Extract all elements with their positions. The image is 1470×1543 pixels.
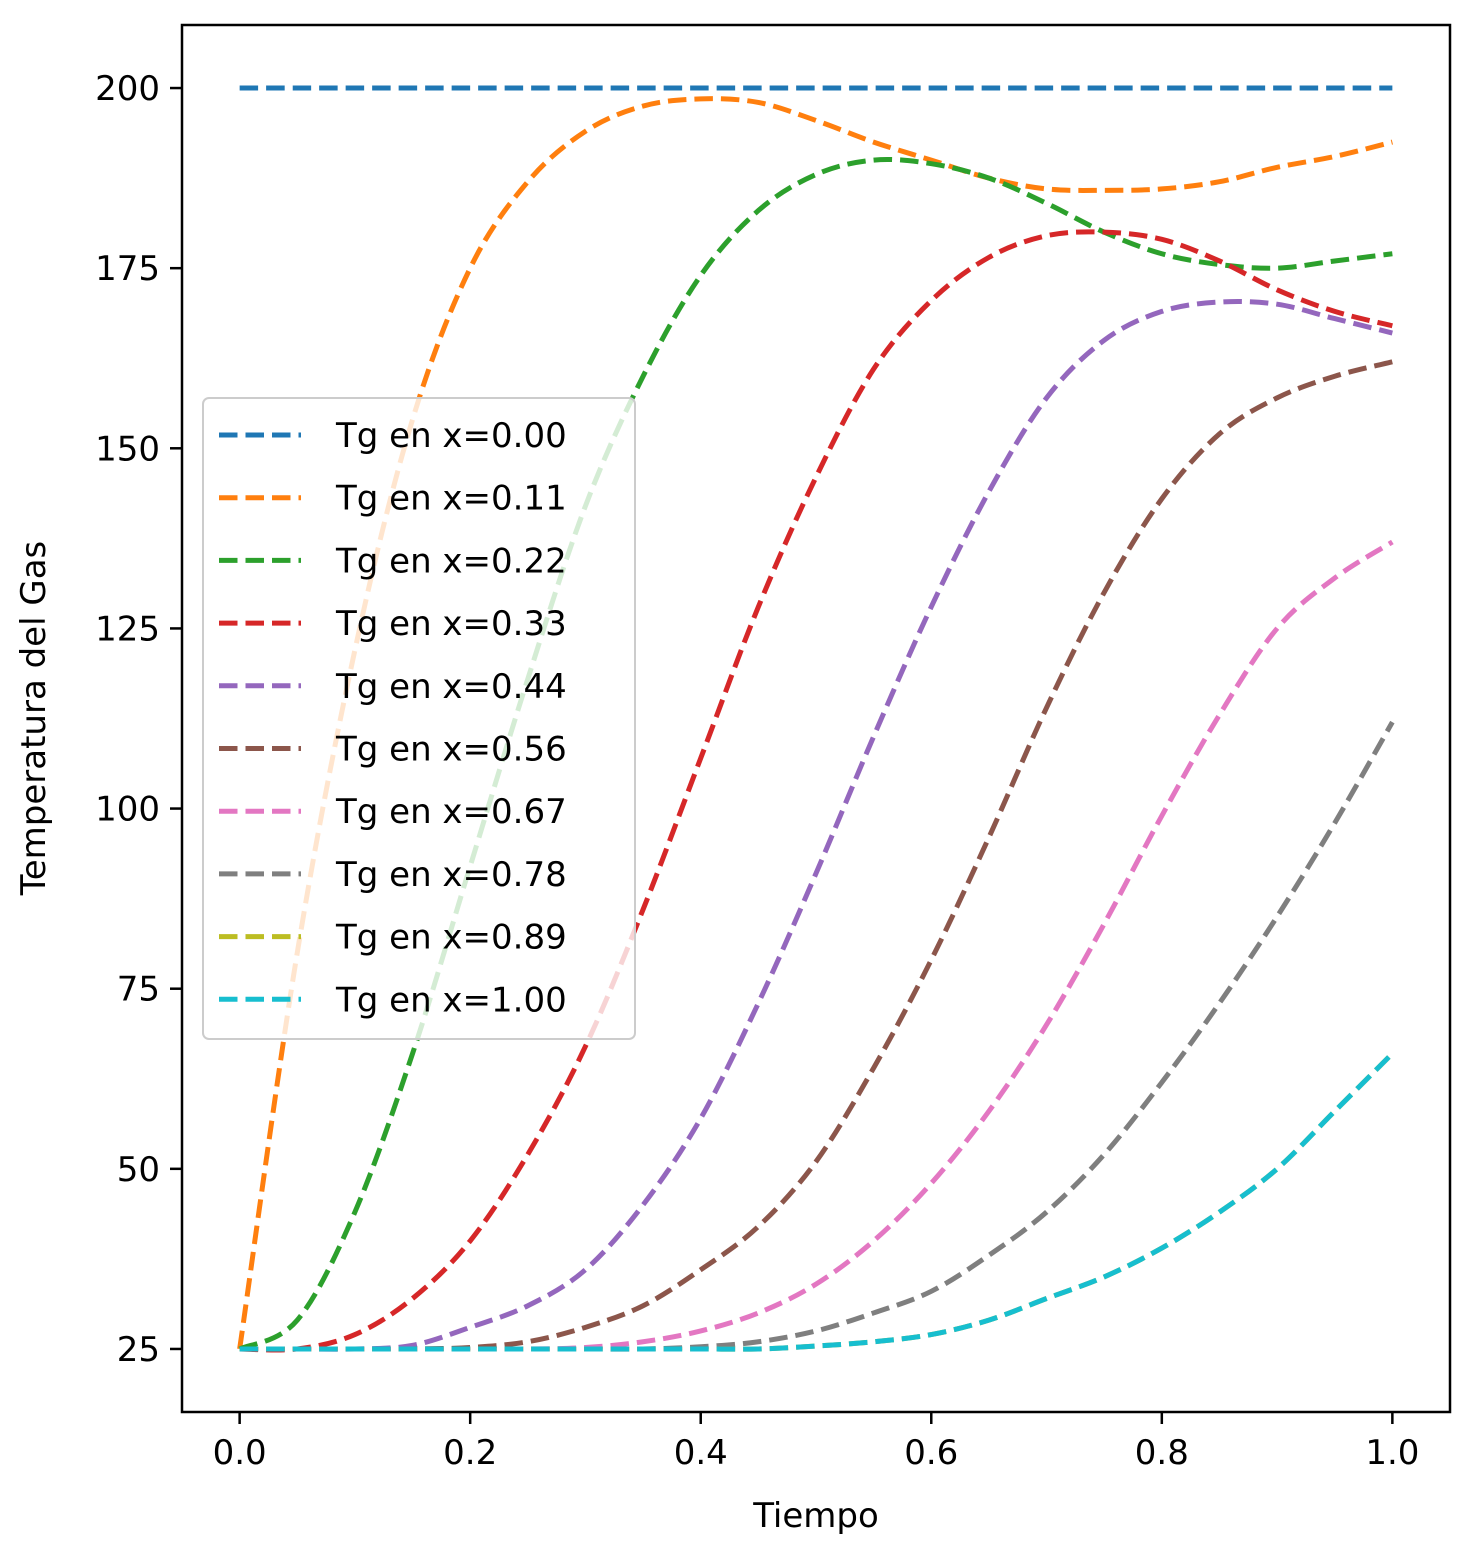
plot-frame (180, 23, 1452, 1414)
y-tick-label: 175 (95, 249, 160, 289)
series-line-9 (239, 1051, 1395, 1352)
y-tick-label: 75 (117, 970, 160, 1010)
x-axis: 0.0 0.2 0.4 0.6 0.8 1.0 (213, 1412, 1419, 1473)
legend-label-0: Tg en x=0.00 (335, 416, 567, 456)
x-axis-label: Tiempo (752, 1496, 879, 1536)
plot-lines (237, 85, 1395, 1353)
legend-label-8: Tg en x=0.89 (335, 918, 567, 958)
y-axis-label: Temperatura del Gas (14, 541, 54, 897)
y-axis: 25 50 75 100 125 150 175 200 (95, 69, 182, 1370)
series-line-7 (239, 720, 1395, 1352)
x-tick-label: 0.6 (904, 1433, 958, 1473)
series-line-4 (239, 298, 1393, 1352)
legend-label-1: Tg en x=0.11 (335, 479, 567, 519)
y-tick-label: 200 (95, 69, 160, 109)
series-line-3 (239, 229, 1393, 1353)
y-tick-label: 25 (117, 1330, 160, 1370)
x-tick-label: 0.0 (213, 1433, 267, 1473)
legend-label-3: Tg en x=0.33 (335, 604, 567, 644)
legend-label-4: Tg en x=0.44 (335, 667, 567, 707)
legend-label-2: Tg en x=0.22 (335, 541, 567, 581)
x-tick-label: 0.2 (443, 1433, 497, 1473)
y-tick-label: 150 (95, 429, 160, 469)
y-tick-label: 100 (95, 790, 160, 830)
legend-label-7: Tg en x=0.78 (335, 855, 567, 895)
legend: Tg en x=0.00 Tg en x=0.11 Tg en x=0.22 Tg e… (202, 397, 636, 1040)
legend-label-6: Tg en x=0.67 (335, 792, 567, 832)
x-tick-label: 0.8 (1135, 1433, 1189, 1473)
x-tick-label: 1.0 (1365, 1433, 1419, 1473)
legend-label-9: Tg en x=1.00 (335, 980, 567, 1020)
x-tick-label: 0.4 (674, 1433, 728, 1473)
legend-label-5: Tg en x=0.56 (335, 730, 567, 770)
series-line-2 (238, 156, 1393, 1352)
legend-box (202, 397, 636, 1040)
y-tick-label: 125 (95, 609, 160, 649)
y-tick-label: 50 (117, 1150, 160, 1190)
